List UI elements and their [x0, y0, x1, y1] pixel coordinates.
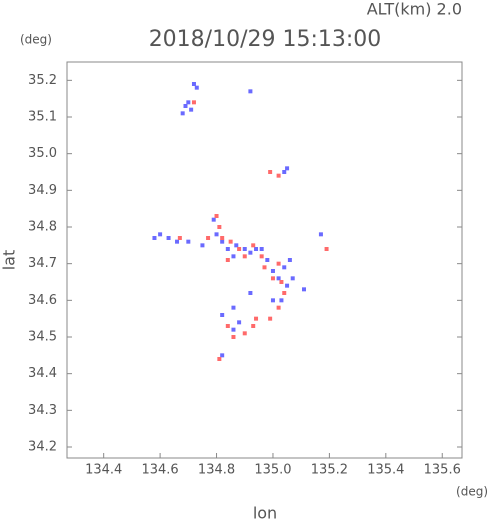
data-point: [276, 173, 281, 178]
data-point: [158, 232, 163, 237]
x-tick-label: 134.8: [198, 463, 235, 478]
data-point: [282, 265, 287, 270]
data-point: [214, 232, 219, 237]
data-point: [175, 239, 180, 244]
data-point: [217, 225, 222, 229]
data-point: [166, 236, 171, 240]
data-point: [242, 254, 247, 259]
data-point: [290, 276, 295, 281]
y-tick-label: 35.2: [28, 73, 57, 88]
x-tick-label: 135.0: [254, 463, 291, 478]
x-tick-label: 134.6: [141, 463, 178, 478]
y-tick-label: 34.3: [28, 403, 57, 418]
y-unit: (deg): [20, 33, 52, 47]
data-point: [248, 250, 253, 255]
data-point: [237, 320, 242, 325]
x-tick-label: 135.4: [367, 463, 404, 478]
data-point: [180, 111, 185, 116]
data-point: [259, 254, 264, 259]
data-point: [254, 247, 259, 251]
data-point: [225, 324, 230, 328]
data-point: [211, 217, 216, 222]
data-point: [285, 283, 290, 288]
data-point: [237, 247, 242, 251]
data-point: [231, 335, 236, 339]
data-point: [225, 258, 230, 262]
x-tick-label: 134.4: [85, 463, 122, 478]
data-point: [242, 331, 247, 336]
x-tick-label: 135.6: [424, 463, 461, 478]
data-point: [276, 261, 281, 266]
data-point: [220, 313, 225, 317]
data-point: [183, 104, 188, 108]
data-point: [217, 357, 222, 361]
plot-frame: [66, 61, 463, 459]
y-tick-label: 35.0: [28, 146, 57, 161]
data-point: [276, 276, 281, 281]
data-point: [231, 254, 236, 259]
data-point: [189, 107, 194, 112]
data-point: [206, 236, 211, 240]
data-point: [186, 239, 191, 244]
data-point: [265, 258, 270, 262]
data-point: [270, 298, 275, 303]
data-point: [318, 232, 323, 237]
chart-title: 2018/10/29 15:13:00: [149, 27, 382, 52]
data-point: [225, 247, 230, 251]
data-point: [268, 316, 273, 321]
data-point: [228, 239, 233, 244]
data-point: [220, 239, 225, 244]
y-tick-label: 34.8: [28, 220, 57, 235]
data-point: [268, 170, 273, 174]
y-tick-label: 35.1: [28, 110, 57, 125]
chart-subtitle: ALT(km) 2.0: [367, 0, 462, 19]
data-point: [234, 243, 239, 248]
data-point: [302, 287, 306, 292]
data-point: [186, 100, 191, 105]
data-point: [324, 247, 329, 251]
data-point: [262, 265, 267, 270]
data-point: [276, 305, 281, 310]
data-point: [279, 280, 284, 284]
data-point: [259, 247, 264, 251]
data-point: [285, 166, 290, 171]
data-point: [200, 243, 205, 248]
data-point: [248, 89, 253, 94]
data-point: [282, 170, 287, 174]
data-point: [191, 100, 196, 105]
y-tick-label: 34.7: [28, 256, 57, 271]
data-point: [251, 243, 256, 248]
data-point: [194, 85, 199, 90]
data-point: [282, 291, 287, 295]
y-tick-label: 34.6: [28, 293, 57, 308]
data-point: [270, 269, 275, 273]
data-point: [251, 324, 256, 328]
data-point: [231, 327, 236, 332]
data-point: [254, 316, 259, 321]
y-axis-label: lat: [0, 250, 19, 271]
data-point: [220, 236, 225, 240]
data-point: [220, 353, 225, 358]
data-point: [287, 258, 292, 262]
data-point: [214, 214, 219, 218]
data-point: [177, 236, 182, 240]
x-unit: (deg): [456, 485, 488, 499]
data-point: [270, 276, 275, 281]
data-point: [152, 236, 157, 240]
data-point: [242, 247, 247, 251]
y-tick-label: 34.4: [28, 366, 57, 381]
data-point: [279, 298, 284, 303]
y-tick-label: 34.2: [28, 440, 57, 455]
x-tick-label: 135.2: [311, 463, 348, 478]
y-tick-label: 34.9: [28, 183, 57, 198]
data-point: [248, 291, 253, 295]
x-axis-label: lon: [253, 504, 277, 521]
y-tick-label: 34.5: [28, 330, 57, 345]
data-point: [231, 305, 236, 310]
data-point: [191, 82, 196, 86]
